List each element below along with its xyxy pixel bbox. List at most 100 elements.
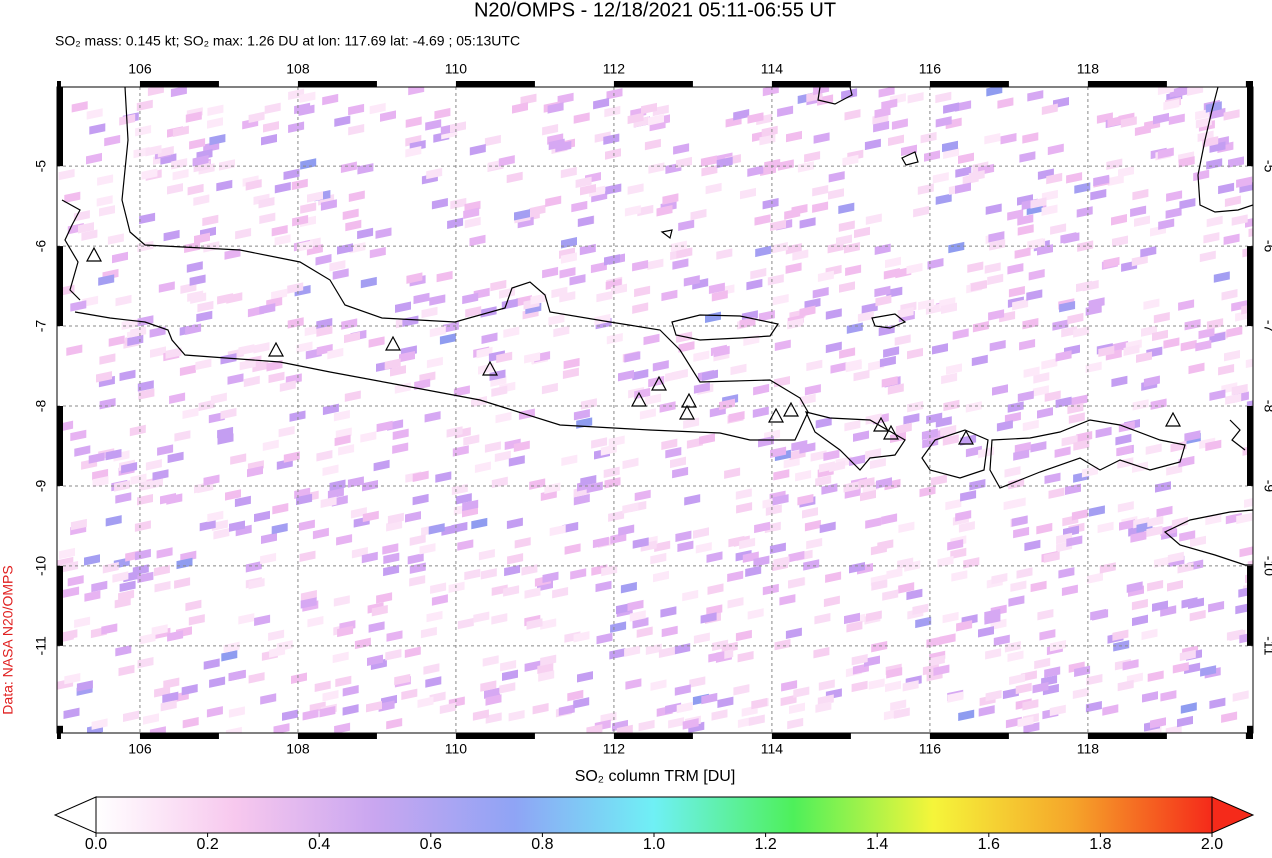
so2-pixel [693,350,710,362]
colorbar-label: SO₂ column TRM [DU] [575,768,736,785]
so2-pixel [192,155,209,167]
so2-pixel [770,446,787,459]
so2-pixel [965,445,982,458]
so2-pixel [1106,158,1123,170]
so2-pixel [163,677,180,689]
so2-pixel [836,234,852,246]
so2-pixel [1026,289,1043,301]
so2-pixel [269,646,286,658]
so2-pixel [207,104,224,117]
so2-pixel [480,680,497,692]
so2-pixel [670,456,686,469]
so2-pixel [711,709,728,721]
so2-pixel [506,171,523,184]
so2-pixel [559,291,576,303]
so2-pixel [298,519,315,531]
so2-pixel [429,691,446,704]
so2-pixel [774,339,791,352]
so2-pixel [521,564,538,576]
chart-subtitle: SO₂ mass: 0.145 kt; SO₂ max: 1.26 DU at … [55,33,520,49]
so2-pixel [1131,598,1148,611]
so2-pixel [335,675,352,688]
so2-pixel [1180,339,1197,352]
so2-pixel [812,184,829,197]
x-tick-label: 112 [603,741,626,757]
so2-pixel [624,205,641,217]
so2-pixel [1090,608,1107,621]
so2-pixel [503,585,520,597]
so2-pixel [1017,716,1034,728]
so2-pixel [815,701,832,713]
x-tick-label: 114 [761,741,784,757]
so2-pixel [917,183,934,195]
so2-pixel [369,246,386,259]
so2-pixel [156,547,173,559]
so2-pixel [885,256,901,269]
so2-pixel [185,111,202,123]
so2-pixel [1017,224,1034,236]
so2-pixel [596,290,613,303]
so2-pixel [464,568,481,581]
so2-pixel [580,184,596,196]
so2-pixel [1206,158,1223,170]
so2-pixel [918,298,935,311]
so2-pixel [1039,629,1056,641]
so2-pixel [1013,526,1030,539]
so2-pixel [327,347,344,360]
so2-pixel [701,165,718,177]
so2-pixel [1209,697,1226,710]
so2-pixel [337,625,354,638]
so2-pixel [552,586,569,599]
so2-pixel [902,680,919,692]
so2-pixel [1004,641,1021,653]
colorbar-tick-label: 2.0 [1201,836,1223,853]
so2-pixel [1166,464,1183,476]
so2-pixel [1132,399,1149,411]
so2-pixel [706,604,723,616]
so2-pixel [699,433,715,445]
so2-pixel [137,380,154,392]
y-tick-label: -5 [1261,160,1272,173]
so2-pixel [1090,188,1107,201]
so2-pixel [1011,515,1028,527]
so2-pixel [708,282,725,295]
so2-pixel [158,281,175,293]
so2-pixel [1046,172,1063,185]
so2-pixel [620,581,637,594]
so2-pixel [676,247,693,259]
so2-pixel [340,161,357,173]
so2-pixel [1206,215,1223,228]
so2-pixel [955,510,972,522]
so2-pixel [740,187,756,200]
so2-pixel [1074,665,1091,677]
so2-pixel [888,134,904,147]
so2-pixel [182,407,199,420]
so2-pixel [932,343,948,355]
so2-pixel [227,373,244,385]
so2-pixel [424,411,441,423]
frame-bar [139,733,219,739]
so2-pixel [860,489,876,502]
so2-pixel [137,240,154,253]
so2-pixel [157,444,174,456]
so2-pixel [264,102,281,115]
so2-pixel [1184,430,1201,442]
so2-pixel [564,543,581,555]
so2-pixel [121,462,138,474]
colorbar-body [95,796,1213,834]
so2-pixel [1177,715,1193,728]
so2-pixel [189,138,206,150]
so2-pixel [1036,522,1053,535]
so2-pixel [500,659,517,672]
so2-pixel [524,587,541,599]
so2-pixel [247,465,263,478]
so2-pixel [390,365,406,377]
so2-pixel [186,261,203,273]
so2-pixel [1206,318,1223,330]
so2-pixel [1081,466,1098,478]
so2-pixel [322,93,339,106]
so2-pixel [408,87,425,96]
so2-pixel [942,611,959,624]
so2-pixel [865,610,882,622]
so2-pixel [716,156,733,169]
